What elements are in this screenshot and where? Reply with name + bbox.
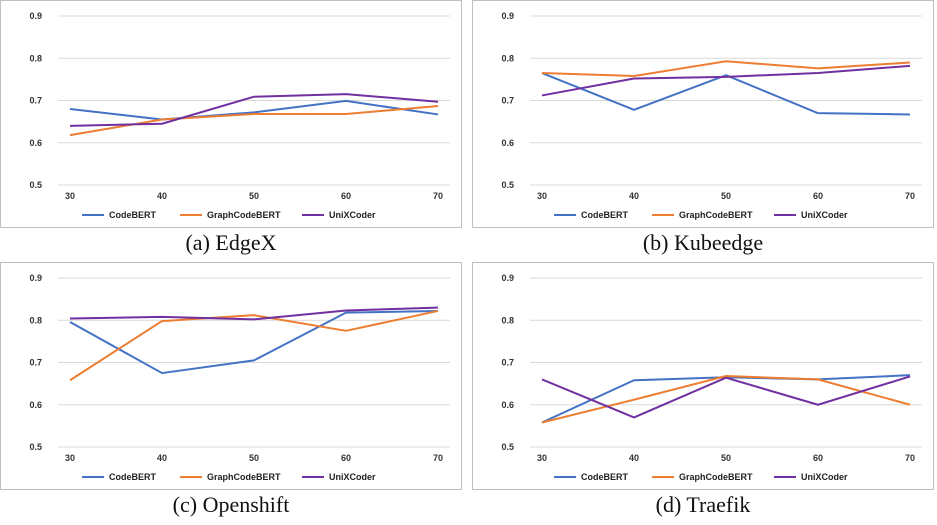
y-tick-label: 0.6 — [29, 138, 42, 148]
legend-item: GraphCodeBERT — [652, 210, 753, 220]
legend-item: GraphCodeBERT — [180, 210, 281, 220]
y-tick-label: 0.6 — [29, 400, 42, 410]
legend-item: CodeBERT — [82, 210, 157, 220]
chart-caption: (b) Kubeedge — [642, 230, 764, 255]
y-tick-label: 0.9 — [501, 11, 514, 21]
x-tick-label: 60 — [341, 191, 351, 201]
x-tick-label: 50 — [249, 453, 259, 463]
line-chart-kubeedge: 0.5 0.6 0.7 0.8 0.9 30 40 50 60 70 CodeBERT GraphCo… — [472, 0, 934, 228]
x-tick-label: 30 — [65, 453, 75, 463]
legend-item: CodeBERT — [82, 472, 157, 482]
chart-panel-openshift: 0.5 0.6 0.7 0.8 0.9 30 40 50 60 70 CodeBERT GraphCo… — [0, 262, 462, 524]
y-tick-label: 0.7 — [501, 96, 514, 106]
legend-label: UniXCoder — [801, 210, 848, 220]
y-tick-label: 0.8 — [501, 53, 514, 63]
y-tick-label: 0.7 — [501, 358, 514, 368]
legend-label: CodeBERT — [109, 210, 157, 220]
x-tick-label: 50 — [721, 453, 731, 463]
legend-label: GraphCodeBERT — [679, 472, 753, 482]
y-tick-label: 0.9 — [29, 273, 42, 283]
x-tick-label: 40 — [157, 453, 167, 463]
legend-label: UniXCoder — [801, 472, 848, 482]
y-tick-label: 0.8 — [501, 315, 514, 325]
chart-border — [0, 262, 462, 490]
series-line-graphcodebert — [69, 104, 439, 137]
x-tick-label: 60 — [813, 453, 823, 463]
x-tick-label: 70 — [905, 453, 915, 463]
x-tick-label: 30 — [537, 191, 547, 201]
series-line-codebert — [541, 72, 911, 116]
x-tick-label: 70 — [433, 191, 443, 201]
x-tick-label: 30 — [65, 191, 75, 201]
legend-label: CodeBERT — [581, 210, 629, 220]
x-tick-label: 60 — [341, 453, 351, 463]
line-chart-openshift: 0.5 0.6 0.7 0.8 0.9 30 40 50 60 70 CodeBERT GraphCo… — [0, 262, 462, 490]
legend-label: UniXCoder — [329, 472, 376, 482]
y-tick-label: 0.5 — [29, 180, 42, 190]
chart-border — [472, 262, 934, 490]
y-tick-label: 0.5 — [501, 180, 514, 190]
y-tick-label: 0.9 — [501, 273, 514, 283]
series-line-graphcodebert — [541, 375, 911, 424]
chart-panel-traefik: 0.5 0.6 0.7 0.8 0.9 30 40 50 60 70 CodeBERT GraphCo… — [472, 262, 934, 524]
chart-caption: (a) EdgeX — [185, 230, 277, 255]
legend-item: GraphCodeBERT — [652, 472, 753, 482]
legend-item: GraphCodeBERT — [180, 472, 281, 482]
legend-item: UniXCoder — [302, 472, 376, 482]
y-tick-label: 0.6 — [501, 138, 514, 148]
chart-panel-kubeedge: 0.5 0.6 0.7 0.8 0.9 30 40 50 60 70 CodeBERT GraphCo… — [472, 0, 934, 262]
chart-border — [472, 0, 934, 228]
y-tick-label: 0.7 — [29, 96, 42, 106]
x-tick-label: 50 — [721, 191, 731, 201]
legend-item: CodeBERT — [554, 472, 629, 482]
x-tick-label: 40 — [157, 191, 167, 201]
x-tick-label: 70 — [433, 453, 443, 463]
chart-caption: (c) Openshift — [172, 492, 290, 517]
legend-item: CodeBERT — [554, 210, 629, 220]
series-line-codebert — [541, 374, 911, 424]
legend-item: UniXCoder — [302, 210, 376, 220]
x-tick-label: 60 — [813, 191, 823, 201]
series-line-graphcodebert — [69, 309, 439, 382]
y-tick-label: 0.6 — [501, 400, 514, 410]
legend-label: CodeBERT — [581, 472, 629, 482]
legend-label: GraphCodeBERT — [679, 210, 753, 220]
y-tick-label: 0.8 — [29, 315, 42, 325]
chart-caption: (d) Traefik — [655, 492, 751, 517]
legend-label: GraphCodeBERT — [207, 210, 281, 220]
x-tick-label: 40 — [629, 453, 639, 463]
x-tick-label: 30 — [537, 453, 547, 463]
series-line-unixcoder — [69, 306, 439, 321]
legend-label: CodeBERT — [109, 472, 157, 482]
y-tick-label: 0.5 — [29, 442, 42, 452]
chart-border — [0, 0, 462, 228]
line-chart-edgex: 0.5 0.6 0.7 0.8 0.9 30 40 50 60 70 CodeBERT GraphCo… — [0, 0, 462, 228]
chart-panel-edgex: 0.5 0.6 0.7 0.8 0.9 30 40 50 60 70 CodeBERT GraphCo… — [0, 0, 462, 262]
series-line-unixcoder — [541, 64, 911, 97]
legend-item: UniXCoder — [774, 210, 848, 220]
y-tick-label: 0.9 — [29, 11, 42, 21]
y-tick-label: 0.5 — [501, 442, 514, 452]
legend-item: UniXCoder — [774, 472, 848, 482]
y-tick-label: 0.8 — [29, 53, 42, 63]
legend-label: GraphCodeBERT — [207, 472, 281, 482]
legend-label: UniXCoder — [329, 210, 376, 220]
series-line-graphcodebert — [541, 60, 911, 77]
y-tick-label: 0.7 — [29, 358, 42, 368]
x-tick-label: 50 — [249, 191, 259, 201]
x-tick-label: 40 — [629, 191, 639, 201]
line-chart-traefik: 0.5 0.6 0.7 0.8 0.9 30 40 50 60 70 CodeBERT GraphCo… — [472, 262, 934, 490]
x-tick-label: 70 — [905, 191, 915, 201]
